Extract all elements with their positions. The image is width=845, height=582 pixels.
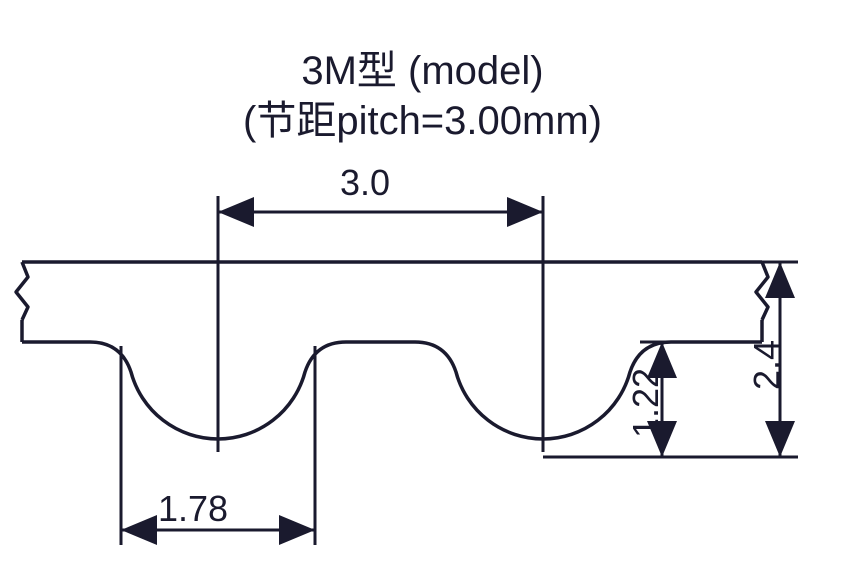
belt-profile-diagram: [0, 0, 845, 582]
tooth-height-label: 1.22: [625, 368, 667, 438]
pitch-extension-lines: [218, 196, 543, 452]
pitch-label: 3.0: [340, 162, 390, 204]
total-height-label: 2.4: [746, 340, 788, 390]
tooth-width-label: 1.78: [158, 488, 228, 530]
